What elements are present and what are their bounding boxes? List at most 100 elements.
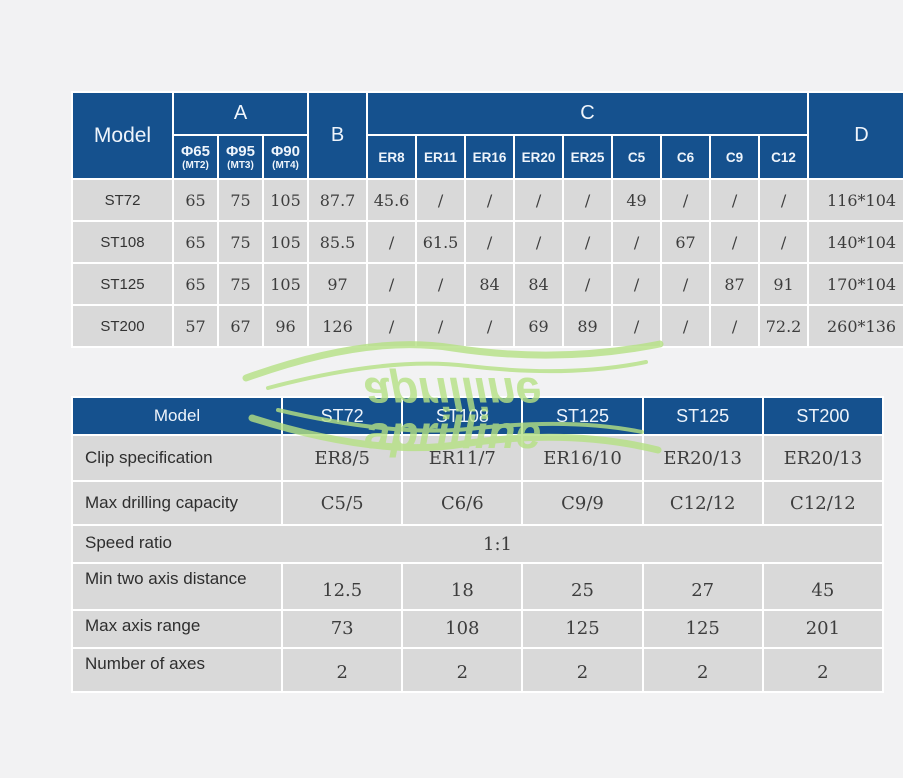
spec-cell: 67 — [219, 306, 262, 346]
spec-cell: / — [662, 264, 710, 304]
spec-cell: / — [564, 264, 612, 304]
speed-ratio-value: 1:1 — [483, 533, 512, 555]
phi65-taper: (MT2) — [182, 159, 209, 171]
spec-subheader-er16: ER16 — [466, 136, 514, 178]
spec-cell: / — [662, 306, 710, 346]
detail-row-mindist: Min two axis distance 12.5 18 25 27 45 — [73, 564, 882, 609]
detail-row-axes: Number of axes 2 2 2 2 2 — [73, 649, 882, 691]
detail-header-st125b: ST125 — [643, 398, 762, 434]
detail-cell: ER20/13 — [643, 436, 762, 480]
spec-cell: 45.6 — [368, 180, 416, 220]
spec-subheader-phi65: Φ65 (MT2) — [174, 136, 217, 178]
spec-cell: 75 — [219, 180, 262, 220]
row-label: Clip specification — [73, 436, 282, 480]
detail-cell: C5/5 — [283, 482, 402, 524]
spec-cell: / — [466, 306, 514, 346]
spec-cell: 61.5 — [417, 222, 465, 262]
spec-header-c: C — [368, 93, 808, 134]
phi90-label: Φ90 — [271, 142, 300, 160]
detail-cell: 108 — [403, 611, 522, 647]
detail-header-st108: ST108 — [403, 398, 522, 434]
spec-cell: / — [711, 306, 759, 346]
spec-subheader-er20: ER20 — [515, 136, 563, 178]
spec-cell: / — [711, 180, 759, 220]
detail-row-range: Max axis range 73 108 125 125 201 — [73, 611, 882, 647]
spec-cell: 75 — [219, 222, 262, 262]
row-label: Max axis range — [73, 611, 282, 647]
spec-cell-d: 116*104 — [809, 180, 903, 220]
spec-model: ST108 — [73, 222, 172, 262]
spec-subheader-c5: C5 — [613, 136, 661, 178]
spec-cell: 84 — [515, 264, 563, 304]
detail-header-st200: ST200 — [763, 398, 882, 434]
detail-cell: 27 — [643, 564, 762, 609]
spec-cell: 84 — [466, 264, 514, 304]
detail-cell: C6/6 — [403, 482, 522, 524]
spec-cell: 89 — [564, 306, 612, 346]
spec-cell: / — [368, 306, 416, 346]
spec-subheader-er25: ER25 — [564, 136, 612, 178]
detail-cell: ER8/5 — [283, 436, 402, 480]
spec-header-model: Model — [73, 93, 172, 178]
spec-cell: / — [466, 180, 514, 220]
spec-cell: / — [417, 180, 465, 220]
detail-cell: 2 — [283, 649, 402, 691]
spec-subheader-er11: ER11 — [417, 136, 465, 178]
detail-cell: C9/9 — [523, 482, 642, 524]
phi95-taper: (MT3) — [227, 159, 254, 171]
spec-cell: 85.5 — [309, 222, 367, 262]
spec-cell: 105 — [264, 222, 308, 262]
detail-header-model: Model — [73, 398, 282, 434]
spec-cell-d: 170*104 — [809, 264, 903, 304]
spec-cell: 72.2 — [760, 306, 808, 346]
spec-cell: / — [662, 180, 710, 220]
spec-cell: 69 — [515, 306, 563, 346]
spec-subheader-er8: ER8 — [368, 136, 416, 178]
spec-cell: / — [760, 222, 808, 262]
spec-cell: 65 — [174, 264, 217, 304]
row-label: Speed ratio — [85, 533, 172, 552]
detail-cell: 2 — [763, 649, 882, 691]
spec-cell: 91 — [760, 264, 808, 304]
detail-cell: 2 — [403, 649, 522, 691]
spec-cell: / — [613, 222, 661, 262]
spec-cell: 87.7 — [309, 180, 367, 220]
spec-cell: 75 — [219, 264, 262, 304]
spec-cell: 96 — [264, 306, 308, 346]
detail-cell: 2 — [643, 649, 762, 691]
spec-cell: 126 — [309, 306, 367, 346]
spec-cell: / — [564, 222, 612, 262]
spec-row-st72: ST72 65 75 105 87.7 45.6 / / / / 49 / / … — [73, 180, 903, 220]
spec-row-st108: ST108 65 75 105 85.5 / 61.5 / / / / 67 /… — [73, 222, 903, 262]
spec-cell: / — [515, 222, 563, 262]
spec-header-d: D — [809, 93, 903, 178]
phi90-taper: (MT4) — [272, 159, 299, 171]
spec-subheader-c6: C6 — [662, 136, 710, 178]
detail-table: Model ST72 ST108 ST125 ST125 ST200 Clip … — [71, 396, 884, 693]
spec-row-st200: ST200 57 67 96 126 / / / 69 89 / / / 72.… — [73, 306, 903, 346]
spec-table: Model A B C D Φ65 (MT2) Φ95 (MT3) Φ90 (M… — [71, 91, 903, 348]
detail-row-clip: Clip specification ER8/5 ER11/7 ER16/10 … — [73, 436, 882, 480]
detail-header-st125a: ST125 — [523, 398, 642, 434]
detail-cell: 125 — [523, 611, 642, 647]
spec-cell: / — [466, 222, 514, 262]
spec-model: ST200 — [73, 306, 172, 346]
detail-row-speed: Speed ratio 1:1 — [73, 526, 882, 562]
spec-header-b: B — [309, 93, 367, 178]
detail-cell: C12/12 — [763, 482, 882, 524]
spec-cell-d: 260*136 — [809, 306, 903, 346]
spec-cell: / — [368, 222, 416, 262]
spec-cell: 65 — [174, 180, 217, 220]
spec-row-st125: ST125 65 75 105 97 / / 84 84 / / / 87 91… — [73, 264, 903, 304]
row-label: Min two axis distance — [73, 564, 282, 609]
detail-cell: ER11/7 — [403, 436, 522, 480]
phi65-label: Φ65 — [181, 142, 210, 160]
spec-subheader-phi95: Φ95 (MT3) — [219, 136, 262, 178]
spec-header-a: A — [174, 93, 308, 134]
row-label: Number of axes — [73, 649, 282, 691]
spec-subheader-c12: C12 — [760, 136, 808, 178]
detail-cell: 125 — [643, 611, 762, 647]
detail-cell: 12.5 — [283, 564, 402, 609]
spec-cell: / — [711, 222, 759, 262]
detail-cell: 45 — [763, 564, 882, 609]
